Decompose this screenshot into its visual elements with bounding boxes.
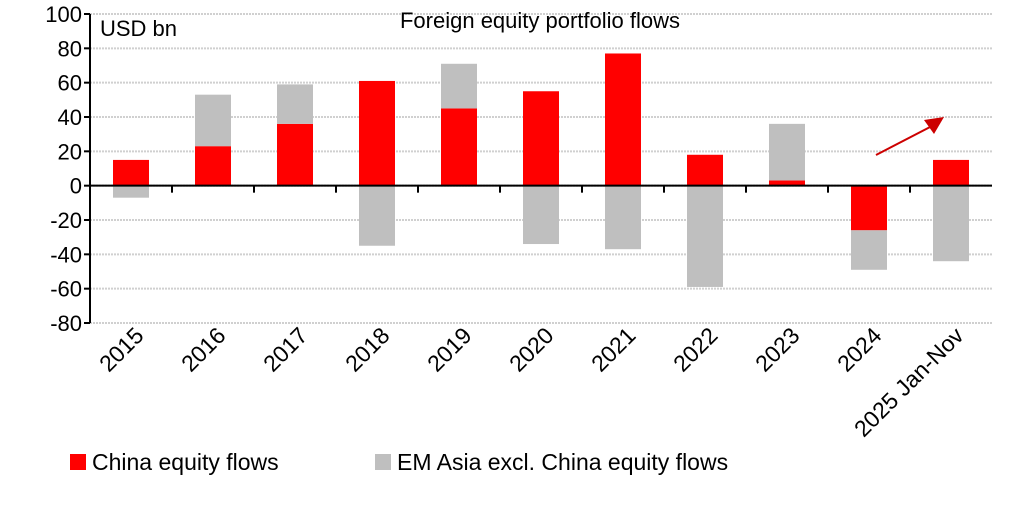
bar-china-2024 (851, 185, 887, 231)
y-tick-label: -60 (50, 277, 82, 302)
x-tick-label: 2024 (832, 322, 887, 377)
bar-china-2018 (359, 80, 395, 186)
y-tick-label: 100 (45, 2, 82, 27)
bar-em-asia-2016 (195, 94, 231, 147)
bar-china-2023 (769, 180, 805, 186)
y-tick-label: -40 (50, 242, 82, 267)
bar-china-2015 (113, 159, 149, 186)
bar-china-2016 (195, 146, 231, 186)
y-tick-label: 20 (58, 139, 82, 164)
bar-em-asia-2018 (359, 185, 395, 246)
y-tick-label: -20 (50, 208, 82, 233)
x-tick-label: 2021 (586, 322, 641, 377)
x-tick-label: 2022 (668, 322, 723, 377)
bar-china-2019 (441, 108, 477, 186)
bar-china-2021 (605, 53, 641, 186)
legend-label: EM Asia excl. China equity flows (397, 449, 728, 475)
bar-china-2020 (523, 91, 559, 186)
bar-em-asia-2024 (851, 230, 887, 270)
chart-title: Foreign equity portfolio flows (400, 8, 680, 33)
trend-arrow-head-icon (924, 117, 944, 134)
x-tick-label: 2019 (422, 322, 477, 377)
x-tick-label: 2015 (94, 322, 149, 377)
y-tick-label: 60 (58, 71, 82, 96)
bar-em-asia-2022 (687, 185, 723, 287)
x-tick-label: 2017 (258, 322, 313, 377)
x-tick-label: 2016 (176, 322, 231, 377)
bar-em-asia-2017 (277, 84, 313, 124)
x-tick-label: 2018 (340, 322, 395, 377)
y-tick-label: 40 (58, 105, 82, 130)
y-axis-unit: USD bn (100, 16, 177, 41)
bar-china-2022 (687, 154, 723, 186)
legend-label: China equity flows (92, 449, 279, 475)
x-tick-label: 2020 (504, 322, 559, 377)
y-tick-label: 80 (58, 36, 82, 61)
bar-china-2017 (277, 123, 313, 186)
bar-em-asia-2019 (441, 63, 477, 109)
bar-em-asia-2015 (113, 185, 149, 198)
y-tick-label: -80 (50, 311, 82, 336)
bar-em-asia-2023 (769, 123, 805, 181)
bar-em-asia-2025-Jan-Nov (933, 185, 969, 262)
x-tick-label: 2023 (750, 322, 805, 377)
legend-swatch (375, 454, 391, 470)
trend-arrow-line (875, 125, 933, 156)
bar-em-asia-2020 (523, 185, 559, 245)
y-tick-label: 0 (70, 174, 82, 199)
legend-swatch (70, 454, 86, 470)
bar-china-2025-Jan-Nov (933, 159, 969, 186)
bar-em-asia-2021 (605, 185, 641, 250)
